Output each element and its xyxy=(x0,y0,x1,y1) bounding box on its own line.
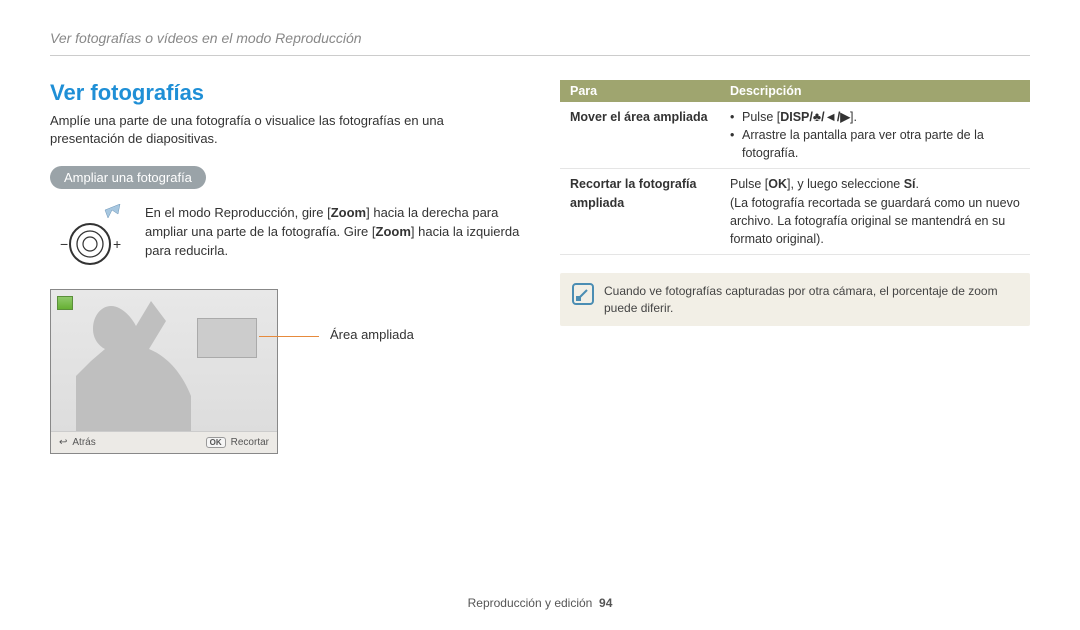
page-number: 94 xyxy=(599,596,612,610)
divider xyxy=(50,55,1030,56)
row2-desc: Pulse [OK], y luego seleccione Sí. (La f… xyxy=(720,169,1030,255)
table-row: Recortar la fotografía ampliada Pulse [O… xyxy=(560,169,1030,255)
ok-key-icon: OK xyxy=(206,437,226,448)
ok-glyph-icon: OK xyxy=(768,177,787,191)
zoom-word-2: Zoom xyxy=(376,224,411,239)
table-row: Mover el área ampliada Pulse [DISP/♣/◄/▶… xyxy=(560,102,1030,169)
enlarged-label: Área ampliada xyxy=(330,327,414,342)
crop-label: Recortar xyxy=(231,437,269,448)
zoom-row: − + En el modo Reproducción, gire [Zoom]… xyxy=(50,204,520,269)
section-title: Ver fotografías xyxy=(50,80,520,106)
crop-button[interactable]: OK Recortar xyxy=(198,437,277,448)
page-footer: Reproducción y edición 94 xyxy=(0,596,1080,610)
r1b1-pre: Pulse [ xyxy=(742,110,780,124)
r2-mid: ], y luego seleccione xyxy=(787,177,904,191)
disp-glyphs-icon: DISP/♣/◄/▶ xyxy=(780,110,850,124)
table-col1: Para xyxy=(560,80,720,102)
pointer-line xyxy=(259,336,319,337)
right-column: Para Descripción Mover el área ampliada … xyxy=(560,80,1030,454)
zoom-dial-icon: − + xyxy=(50,204,130,269)
back-label: Atrás xyxy=(72,437,95,448)
preview-wrap: ↩ Atrás OK Recortar Área ampliada xyxy=(50,289,520,454)
zoom-text: En el modo Reproducción, gire [Zoom] hac… xyxy=(145,204,520,261)
enlarged-area-icon xyxy=(197,318,257,358)
r2-paren: (La fotografía recortada se guardará com… xyxy=(730,196,1020,246)
zoom-pre: En el modo Reproducción, gire [ xyxy=(145,205,331,220)
row1-bullet1: Pulse [DISP/♣/◄/▶]. xyxy=(730,108,1020,126)
svg-text:−: − xyxy=(60,236,68,252)
zoom-word-1: Zoom xyxy=(331,205,366,220)
row1-desc: Pulse [DISP/♣/◄/▶]. Arrastre la pantalla… xyxy=(720,102,1030,169)
preview-body xyxy=(51,290,277,431)
preview-box: ↩ Atrás OK Recortar xyxy=(50,289,278,454)
back-button[interactable]: ↩ Atrás xyxy=(51,437,104,448)
row2-label: Recortar la fotografía ampliada xyxy=(560,169,720,255)
silhouette-icon xyxy=(71,301,191,431)
content: Ver fotografías Amplíe una parte de una … xyxy=(50,80,1030,454)
svg-text:+: + xyxy=(113,236,121,252)
row1-bullet2: Arrastre la pantalla para ver otra parte… xyxy=(730,126,1020,162)
r2-si: Sí xyxy=(904,177,916,191)
left-column: Ver fotografías Amplíe una parte de una … xyxy=(50,80,520,454)
r2-pre: Pulse [ xyxy=(730,177,768,191)
note-box: Cuando ve fotografías capturadas por otr… xyxy=(560,273,1030,327)
note-icon xyxy=(572,283,594,305)
actions-table: Para Descripción Mover el área ampliada … xyxy=(560,80,1030,255)
preview-footer: ↩ Atrás OK Recortar xyxy=(51,431,277,453)
r1b1-post: ]. xyxy=(850,110,857,124)
intro-text: Amplíe una parte de una fotografía o vis… xyxy=(50,112,520,148)
page-header: Ver fotografías o vídeos en el modo Repr… xyxy=(50,30,362,46)
note-text: Cuando ve fotografías capturadas por otr… xyxy=(604,283,1018,317)
back-arrow-icon: ↩ xyxy=(59,437,67,448)
r2-post: . xyxy=(916,177,919,191)
sub-badge: Ampliar una fotografía xyxy=(50,166,206,189)
table-col2: Descripción xyxy=(720,80,1030,102)
footer-text: Reproducción y edición xyxy=(468,596,593,610)
row1-label: Mover el área ampliada xyxy=(560,102,720,169)
